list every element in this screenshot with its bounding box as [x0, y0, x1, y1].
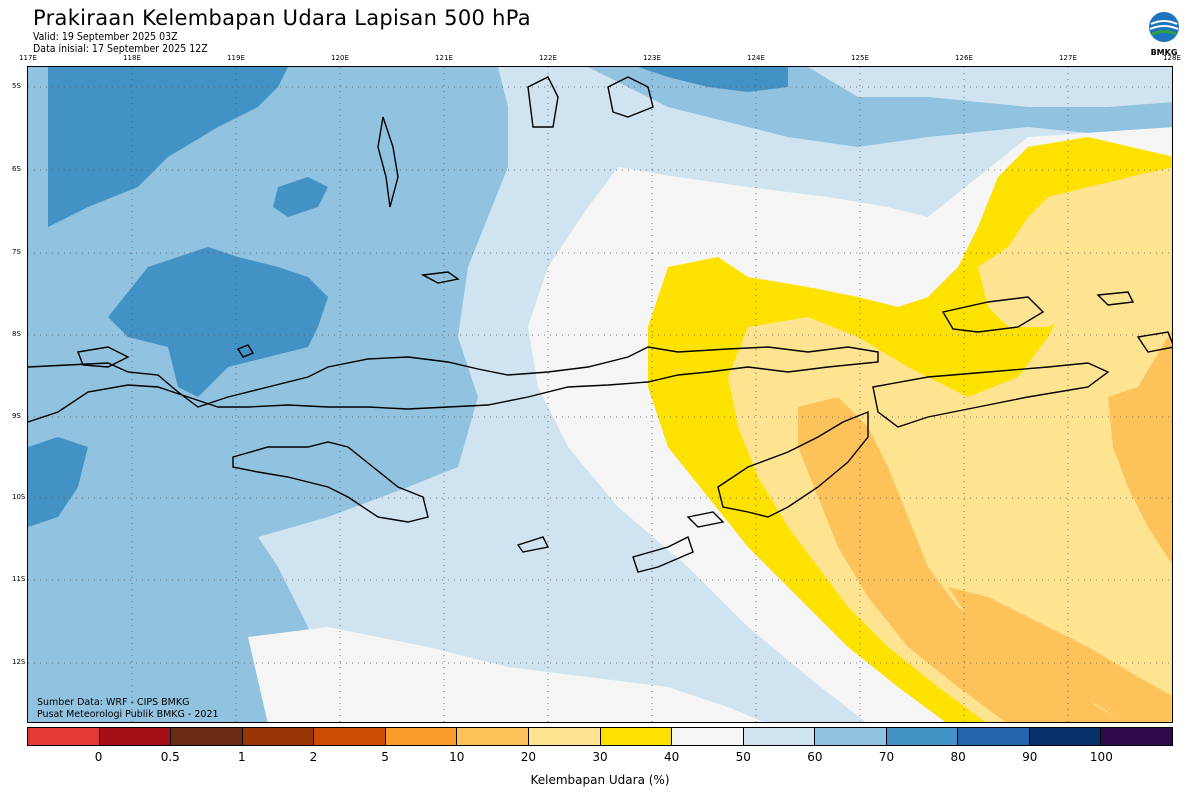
colorbar-tick: 30 — [592, 750, 608, 764]
colorbar-tick: 50 — [735, 750, 751, 764]
coastlines — [28, 76, 1172, 573]
zone-30 — [728, 167, 1172, 722]
zone-20-south — [948, 587, 1172, 722]
colorbar-tick: 5 — [381, 750, 389, 764]
colorbar-tick: 2 — [309, 750, 318, 764]
lat-label: 5S — [12, 82, 21, 90]
zone-80-blob — [273, 177, 328, 217]
colorbar-swatch — [457, 728, 529, 745]
zone-30-north — [978, 167, 1172, 327]
lon-label: 117E — [19, 54, 37, 62]
credit-center: Pusat Meteorologi Publik BMKG - 2021 — [37, 709, 219, 720]
lon-label: 124E — [747, 54, 765, 62]
lat-label: 12S — [12, 658, 26, 666]
colorbar-tick: 0.5 — [160, 750, 180, 764]
colorbar-swatch — [672, 728, 744, 745]
colorbar-swatch — [242, 728, 315, 745]
svg-text:BMKG: BMKG — [1151, 48, 1178, 57]
zone-20-east — [1108, 330, 1172, 564]
zone-60-north-patch — [808, 67, 1172, 107]
colorbar-swatch — [743, 728, 816, 745]
valid-time: Valid: 19 September 2025 03Z — [33, 31, 178, 43]
colorbar-tick: 10 — [449, 750, 465, 764]
credit-source: Sumber Data: WRF - CIPS BMKG — [37, 697, 190, 708]
zone-20 — [798, 397, 1125, 722]
lon-label: 128E — [1163, 54, 1181, 62]
colorbar-label: Kelembapan Udara (%) — [530, 773, 670, 787]
colorbar-swatch — [1101, 728, 1172, 745]
lon-label: 126E — [955, 54, 973, 62]
colorbar-tick: 80 — [950, 750, 966, 764]
colorbar-tick: 0 — [94, 750, 103, 764]
zone-80-sw — [28, 437, 88, 527]
colorbar-swatch — [171, 728, 243, 745]
colorbar-swatch — [958, 728, 1030, 745]
colorbar-swatch — [314, 728, 386, 745]
humidity-map — [27, 66, 1173, 723]
bmkg-logo: BMKG — [1149, 12, 1179, 57]
colorbar-swatch — [815, 728, 887, 745]
lon-label: 119E — [227, 54, 245, 62]
lon-label: 123E — [643, 54, 661, 62]
lat-label: 6S — [12, 165, 21, 173]
colorbar-tick: 70 — [878, 750, 895, 764]
colorbar-swatch — [1029, 728, 1102, 745]
colorbar-tick: 100 — [1089, 750, 1113, 764]
lat-label: 10S — [12, 493, 26, 501]
zone-50-south — [248, 627, 764, 722]
map-canvas — [28, 67, 1172, 722]
colorbar-swatch — [600, 728, 673, 745]
colorbar-tick: 20 — [520, 750, 537, 764]
lat-label: 11S — [12, 575, 26, 583]
colorbar-swatch — [99, 728, 172, 745]
lon-label: 122E — [539, 54, 557, 62]
colorbar-tick: 1 — [238, 750, 246, 764]
colorbar-swatch — [28, 728, 100, 745]
lat-label: 9S — [12, 412, 21, 420]
colorbar-swatch — [385, 728, 458, 745]
colorbar-swatch — [528, 728, 601, 745]
lat-label: 7S — [12, 248, 21, 256]
colorbar-tick: 60 — [807, 750, 823, 764]
colorbar-swatch — [886, 728, 959, 745]
lon-label: 127E — [1059, 54, 1077, 62]
zone-80-central — [108, 247, 328, 397]
lon-label: 125E — [851, 54, 869, 62]
lon-label: 118E — [123, 54, 141, 62]
init-time: Data inisial: 17 September 2025 12Z — [33, 43, 208, 55]
lon-label: 120E — [331, 54, 349, 62]
colorbar-tick: 40 — [663, 750, 680, 764]
chart-title: Prakiraan Kelembapan Udara Lapisan 500 h… — [33, 6, 531, 30]
colorbar-tick: 90 — [1022, 750, 1038, 764]
grid-lines — [28, 67, 1172, 722]
lat-label: 8S — [12, 330, 21, 338]
colorbar — [27, 727, 1173, 746]
lon-label: 121E — [435, 54, 453, 62]
zone-80-west — [48, 67, 288, 227]
zone-80-north — [638, 67, 788, 92]
